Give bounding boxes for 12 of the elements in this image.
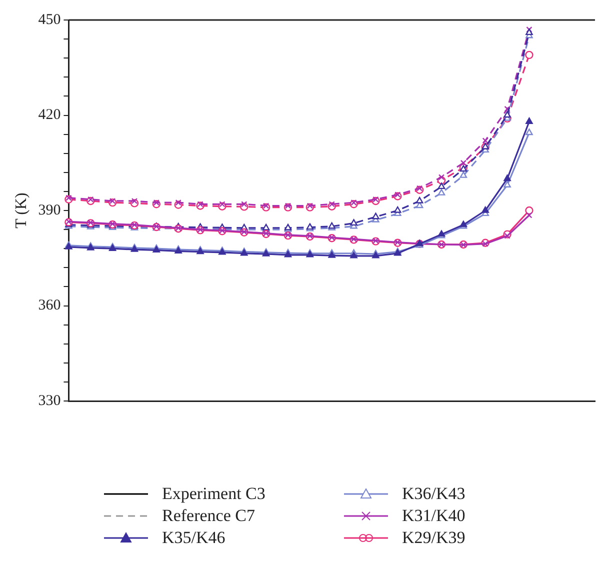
y-tick-label: 450 bbox=[38, 12, 61, 28]
y-axis-title: T (K) bbox=[12, 192, 30, 228]
legend-label: K36/K43 bbox=[402, 484, 466, 504]
legend-label: Experiment C3 bbox=[162, 484, 266, 504]
y-tick-label: 360 bbox=[38, 298, 61, 314]
legend-label: K29/K39 bbox=[402, 528, 466, 548]
y-tick-label: 330 bbox=[38, 392, 61, 409]
y-tick-label: 390 bbox=[38, 202, 61, 218]
y-tick-label: 420 bbox=[38, 107, 61, 124]
legend-label: K31/K40 bbox=[402, 506, 466, 526]
legend-label: K35/K46 bbox=[162, 528, 226, 548]
legend-label: Reference C7 bbox=[162, 506, 255, 526]
